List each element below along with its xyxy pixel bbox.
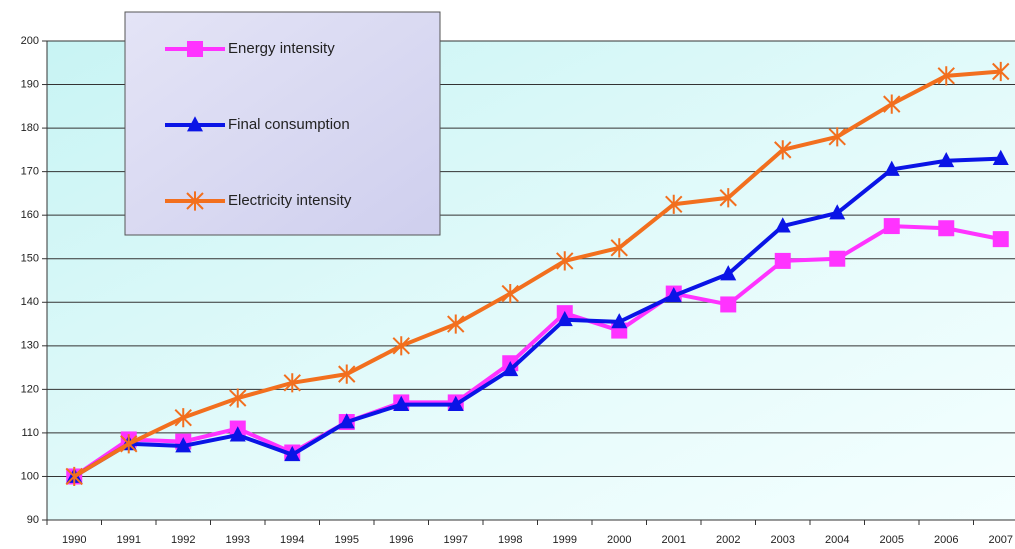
y-tick-label: 90 <box>27 514 39 526</box>
y-tick-label: 130 <box>21 340 39 352</box>
marker <box>774 217 791 233</box>
marker <box>828 127 846 147</box>
series-line <box>73 224 1002 479</box>
marker <box>447 395 464 412</box>
x-tick-label: 1994 <box>280 534 304 546</box>
marker <box>338 364 356 384</box>
x-tick-label: 2000 <box>607 534 631 546</box>
legend-marker <box>187 41 203 57</box>
series-line <box>73 156 1001 479</box>
marker <box>938 151 955 168</box>
x-tick-label: 1999 <box>553 534 577 546</box>
marker <box>720 265 737 281</box>
y-tick-label: 150 <box>21 253 39 265</box>
legend-marker <box>186 191 204 211</box>
x-tick-label: 2005 <box>880 534 904 546</box>
x-tick-label: 2004 <box>825 534 849 546</box>
legend-marker <box>187 116 203 132</box>
marker <box>284 445 301 462</box>
y-tick-label: 200 <box>21 35 39 47</box>
x-tick-label: 1992 <box>171 534 195 546</box>
y-tick-label: 100 <box>21 470 39 482</box>
marker <box>610 238 628 258</box>
legend-label: Energy intensity <box>228 40 335 57</box>
x-tick-label: 2003 <box>771 534 795 546</box>
y-tick-label: 140 <box>21 296 39 308</box>
x-tick-label: 1998 <box>498 534 522 546</box>
marker <box>556 251 574 271</box>
marker <box>502 360 519 377</box>
marker <box>665 286 682 303</box>
marker <box>501 283 519 304</box>
legend-label: Electricity intensity <box>228 192 352 209</box>
x-tick-label: 1990 <box>62 534 86 546</box>
y-tick-label: 180 <box>21 122 39 134</box>
legend-label: Final consumption <box>228 116 350 133</box>
x-tick-label: 1997 <box>444 534 468 546</box>
marker <box>720 296 737 313</box>
y-tick-label: 190 <box>21 78 39 90</box>
marker <box>774 140 792 160</box>
marker <box>883 94 901 114</box>
x-tick-label: 1993 <box>226 534 250 546</box>
marker <box>883 218 900 235</box>
y-tick-label: 170 <box>21 166 39 178</box>
x-tick-label: 1996 <box>389 534 413 546</box>
marker <box>611 313 628 329</box>
marker <box>665 194 683 214</box>
marker <box>174 408 192 428</box>
x-tick-label: 1991 <box>117 534 141 546</box>
marker <box>829 204 846 220</box>
marker <box>719 188 737 208</box>
marker <box>992 149 1009 165</box>
marker <box>283 373 301 393</box>
marker <box>829 250 846 267</box>
marker <box>883 160 900 176</box>
y-tick-label: 160 <box>21 209 39 221</box>
x-tick-label: 2006 <box>934 534 958 546</box>
marker <box>774 252 791 269</box>
marker <box>937 66 955 86</box>
x-tick-label: 1995 <box>335 534 359 546</box>
marker <box>992 231 1009 248</box>
x-tick-label: 2002 <box>716 534 740 546</box>
marker <box>447 314 465 334</box>
marker <box>338 413 355 429</box>
marker <box>393 395 410 412</box>
marker <box>120 434 138 454</box>
marker <box>229 426 246 442</box>
legend: Energy intensity Final consumption Electri… <box>124 11 441 236</box>
series-line <box>73 69 1001 479</box>
marker <box>229 388 247 408</box>
marker <box>65 466 83 487</box>
marker <box>175 437 192 453</box>
y-tick-label: 110 <box>21 427 39 439</box>
marker <box>938 220 955 237</box>
x-tick-label: 2001 <box>662 534 686 546</box>
marker <box>992 61 1010 82</box>
x-tick-label: 2007 <box>989 534 1013 546</box>
marker <box>556 310 573 327</box>
y-tick-label: 120 <box>21 383 39 395</box>
marker <box>392 336 410 356</box>
